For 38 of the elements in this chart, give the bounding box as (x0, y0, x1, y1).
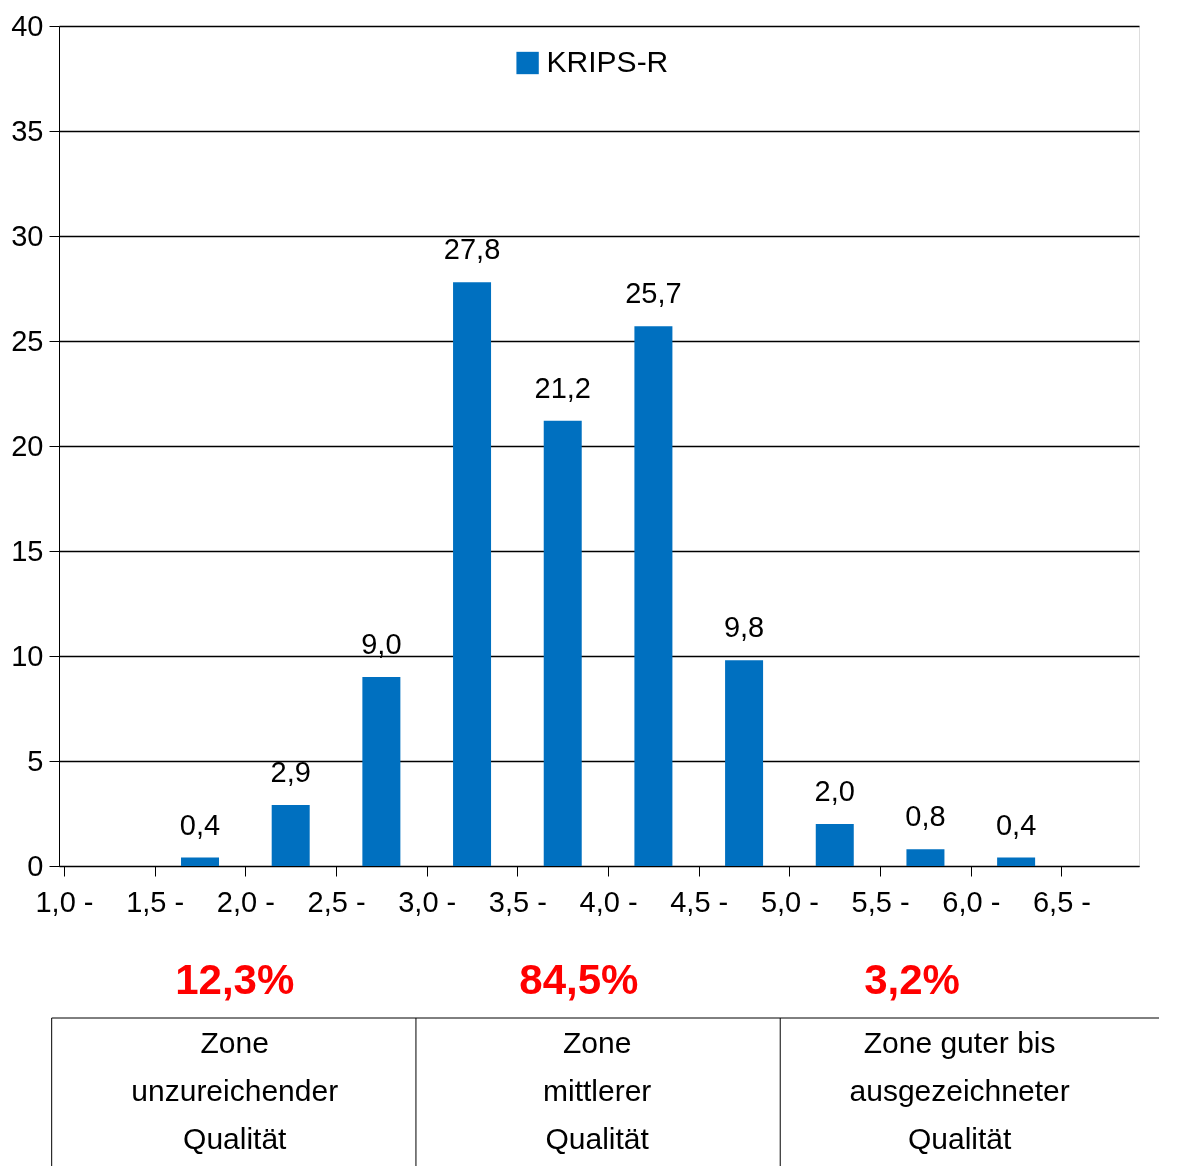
data-label: 0,4 (179, 808, 221, 841)
x-tick-label: 1,0 - (35, 885, 94, 918)
x-tick-label: 6,5 - (1032, 885, 1091, 918)
data-label: 9,0 (361, 628, 402, 660)
y-tick-label: 0 (27, 849, 44, 882)
data-label: 0,4 (995, 808, 1037, 841)
data-label: 27,8 (443, 233, 501, 266)
text: 84,5% (519, 956, 639, 1003)
x-tick-label: 4,0 - (579, 885, 638, 918)
y-tick-label: 40 (11, 9, 44, 42)
x-tick-label: 2,0 - (216, 885, 275, 918)
x-tick-label: 2,5 - (307, 885, 366, 918)
y-tick-label: 20 (11, 429, 44, 462)
y-tick-label: 5 (27, 744, 44, 777)
y-tick-label: 30 (11, 219, 44, 252)
legend-label: KRIPS-R (546, 45, 669, 78)
y-tick-label: 35 (11, 114, 44, 147)
data-label: 21,2 (534, 371, 591, 404)
data-label: 2,9 (270, 756, 311, 789)
x-tick-label: 5,0 - (760, 885, 819, 918)
text: Zone guter bis ausgezeichneter Qualität (849, 1026, 1070, 1155)
data-label: 0,8 (905, 800, 946, 833)
y-tick-label: 25 (11, 324, 44, 357)
y-tick-label: 15 (11, 534, 44, 567)
x-tick-label: 5,5 - (851, 885, 910, 918)
data-label: 2,0 (814, 775, 855, 807)
x-tick-label: 1,5 - (126, 885, 185, 918)
x-tick-label: 3,0 - (398, 885, 457, 918)
text: 12,3% (175, 956, 295, 1003)
x-tick-label: 4,5 - (670, 885, 729, 918)
data-label: 9,8 (723, 611, 765, 644)
x-tick-label: 3,5 - (488, 885, 547, 918)
x-tick-label: 6,0 - (942, 885, 1001, 918)
text: 3,2% (864, 956, 960, 1003)
text: Zone unzureichender Qualität (131, 1026, 339, 1155)
text: Zone mittlerer Qualität (543, 1026, 652, 1155)
data-label: 25,7 (625, 277, 682, 310)
y-tick-label: 10 (11, 639, 44, 672)
